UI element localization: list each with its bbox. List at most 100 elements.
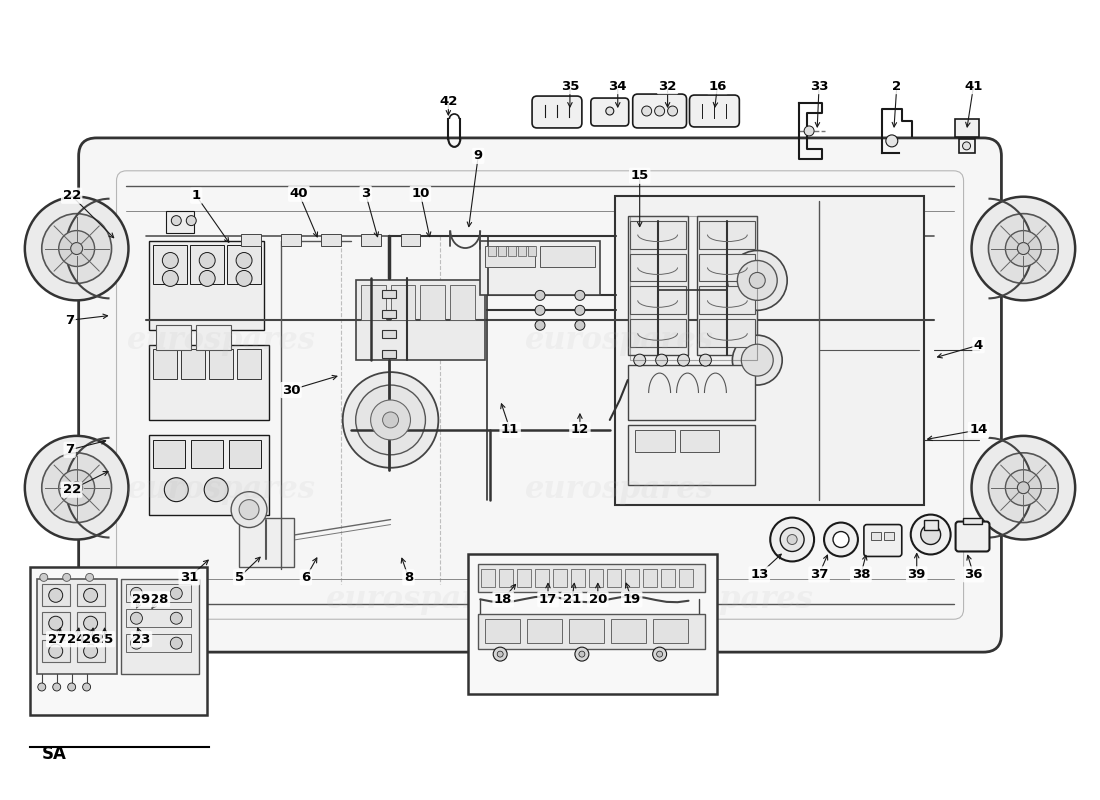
Circle shape [579, 651, 585, 657]
Text: 29: 29 [132, 593, 151, 606]
Circle shape [231, 492, 267, 527]
Bar [635, 430, 674, 452]
Bar [540, 246, 595, 267]
Bar [481, 570, 495, 587]
Circle shape [788, 534, 798, 545]
Circle shape [654, 106, 664, 116]
Text: 42: 42 [439, 94, 458, 107]
Bar [481, 241, 600, 295]
Circle shape [42, 214, 111, 283]
Bar [36, 579, 117, 674]
Circle shape [199, 253, 216, 269]
FancyBboxPatch shape [690, 95, 739, 127]
Text: 19: 19 [623, 593, 641, 606]
Text: 7: 7 [65, 314, 74, 326]
Bar [30, 567, 207, 715]
FancyBboxPatch shape [956, 522, 990, 551]
Bar [126, 634, 191, 652]
Bar [571, 570, 585, 587]
Bar [883, 531, 894, 539]
Circle shape [186, 216, 196, 226]
Bar [625, 570, 639, 587]
Circle shape [921, 525, 940, 545]
Bar [196, 326, 231, 350]
Bar [642, 570, 657, 587]
Circle shape [641, 106, 651, 116]
Circle shape [535, 306, 544, 315]
Bar [610, 619, 646, 643]
Bar [553, 570, 566, 587]
Bar [126, 584, 191, 602]
Circle shape [989, 214, 1058, 283]
Bar [629, 286, 685, 314]
Text: 5: 5 [234, 571, 243, 584]
Text: 7: 7 [65, 443, 74, 456]
Circle shape [1018, 242, 1030, 254]
Circle shape [170, 612, 183, 624]
Circle shape [48, 616, 63, 630]
Bar [209, 349, 233, 379]
Text: 8: 8 [404, 571, 414, 584]
Bar [382, 330, 396, 338]
Bar [569, 619, 604, 643]
Circle shape [535, 320, 544, 330]
Bar [528, 246, 536, 255]
Bar [42, 640, 69, 662]
Circle shape [172, 216, 182, 226]
Text: eurospares: eurospares [126, 474, 316, 505]
Circle shape [652, 647, 667, 661]
Circle shape [780, 527, 804, 551]
Bar [629, 216, 757, 360]
Bar [166, 210, 195, 233]
Circle shape [58, 470, 95, 506]
Circle shape [355, 385, 426, 455]
Text: 32: 32 [659, 79, 676, 93]
Bar [924, 519, 937, 530]
Bar [150, 345, 270, 420]
Bar [469, 554, 717, 694]
Bar [485, 619, 520, 643]
Bar [517, 570, 531, 587]
Bar [488, 246, 496, 255]
Text: 23: 23 [132, 633, 151, 646]
Bar [485, 246, 535, 267]
Text: 31: 31 [180, 571, 198, 584]
Bar [535, 570, 549, 587]
Bar [238, 349, 261, 379]
Text: 38: 38 [851, 568, 870, 581]
Circle shape [575, 320, 585, 330]
Bar [239, 518, 294, 567]
Circle shape [833, 531, 849, 547]
Text: SA: SA [42, 745, 66, 762]
Circle shape [82, 683, 90, 691]
Bar [361, 286, 386, 320]
Circle shape [84, 644, 98, 658]
Circle shape [164, 478, 188, 502]
Bar [629, 221, 685, 249]
Circle shape [236, 253, 252, 269]
Text: 22: 22 [63, 483, 80, 496]
FancyBboxPatch shape [591, 98, 629, 126]
Circle shape [53, 683, 60, 691]
Text: 1: 1 [191, 190, 201, 202]
Circle shape [678, 354, 690, 366]
Circle shape [343, 372, 439, 468]
Text: 9: 9 [474, 150, 483, 162]
Bar [150, 435, 270, 514]
Text: eurospares: eurospares [526, 474, 714, 505]
Text: 22: 22 [63, 190, 80, 202]
Text: 21: 21 [563, 593, 581, 606]
Text: 34: 34 [608, 79, 627, 93]
Bar [400, 234, 420, 246]
Circle shape [1018, 482, 1030, 494]
Bar [77, 612, 104, 634]
Bar [962, 518, 982, 523]
Bar [321, 234, 341, 246]
Text: 25: 25 [96, 633, 113, 646]
Text: eurospares: eurospares [326, 584, 515, 615]
Bar [121, 579, 199, 674]
Bar [382, 290, 396, 298]
Bar [661, 570, 674, 587]
Text: 27: 27 [47, 633, 66, 646]
Circle shape [733, 335, 782, 385]
